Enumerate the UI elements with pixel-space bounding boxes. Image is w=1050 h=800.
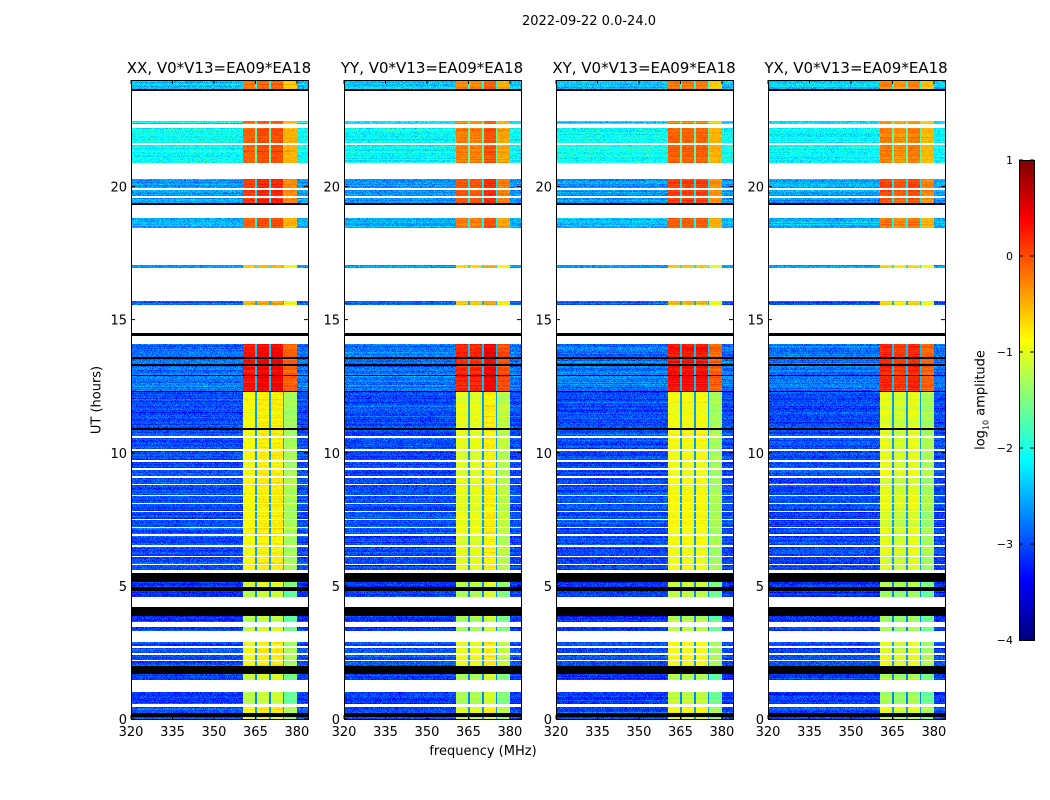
plot-frame	[556, 80, 734, 720]
heatmap-xy	[556, 80, 733, 719]
colorbar	[1019, 160, 1034, 640]
colorbar-frame	[1019, 160, 1035, 641]
colorbar-tick-label: 0	[1006, 250, 1013, 263]
x-tick-label: 350	[415, 725, 440, 740]
colorbar-tick-label: −1	[997, 346, 1013, 359]
y-tick-label: 15	[110, 314, 127, 329]
y-tick-label: 15	[323, 314, 340, 329]
x-tick-label: 365	[456, 725, 481, 740]
panel-title: YX, V0*V13=EA09*EA18	[764, 59, 948, 77]
panel-title: XY, V0*V13=EA09*EA18	[552, 59, 736, 77]
colorbar-tick-label: 1	[1006, 154, 1013, 167]
y-tick-label: 5	[119, 580, 127, 595]
y-tick-label: 5	[544, 580, 552, 595]
y-tick-label: 20	[535, 181, 552, 196]
y-tick-label: 10	[110, 447, 127, 462]
heatmap-yx	[768, 80, 945, 719]
plot-frame	[344, 80, 522, 720]
figure-title: 2022-09-22 0.0-24.0	[522, 14, 656, 29]
y-tick-label: 10	[747, 447, 764, 462]
x-tick-label: 365	[243, 725, 268, 740]
x-tick-label: 380	[285, 725, 310, 740]
x-tick-label: 380	[710, 725, 735, 740]
colorbar-tick-label: −3	[997, 538, 1013, 551]
x-tick-label: 335	[160, 725, 185, 740]
y-tick-label: 5	[756, 580, 764, 595]
y-tick-label: 0	[544, 713, 552, 728]
x-tick-label: 350	[839, 725, 864, 740]
y-tick-label: 5	[332, 580, 340, 595]
y-tick-label: 15	[747, 314, 764, 329]
panel-title: XX, V0*V13=EA09*EA18	[126, 59, 312, 77]
y-tick-label: 0	[756, 713, 764, 728]
x-tick-label: 320	[544, 725, 569, 740]
y-tick-label: 20	[323, 181, 340, 196]
y-tick-label: 10	[323, 447, 340, 462]
x-tick-label: 365	[880, 725, 905, 740]
x-tick-label: 365	[668, 725, 693, 740]
plot-frame	[131, 80, 309, 720]
y-tick-label: 20	[110, 181, 127, 196]
y-tick-label: 0	[332, 713, 340, 728]
x-tick-label: 335	[585, 725, 610, 740]
panel-title: YY, V0*V13=EA09*EA18	[340, 59, 524, 77]
heatmap-yy	[344, 80, 521, 719]
x-tick-label: 350	[202, 725, 227, 740]
x-tick-label: 335	[797, 725, 822, 740]
y-tick-label: 20	[747, 181, 764, 196]
heatmap-xx	[131, 80, 308, 719]
y-tick-label: 10	[535, 447, 552, 462]
x-tick-label: 320	[332, 725, 357, 740]
y-tick-label: 15	[535, 314, 552, 329]
x-axis-label: frequency (MHz)	[429, 744, 537, 759]
x-tick-label: 350	[627, 725, 652, 740]
plot-frame	[768, 80, 946, 720]
x-tick-label: 320	[119, 725, 144, 740]
x-tick-label: 380	[498, 725, 523, 740]
y-tick-label: 0	[119, 713, 127, 728]
colorbar-tick-label: −4	[997, 634, 1013, 647]
x-tick-label: 320	[756, 725, 781, 740]
x-tick-label: 335	[373, 725, 398, 740]
colorbar-tick-label: −2	[997, 442, 1013, 455]
x-tick-label: 380	[922, 725, 947, 740]
